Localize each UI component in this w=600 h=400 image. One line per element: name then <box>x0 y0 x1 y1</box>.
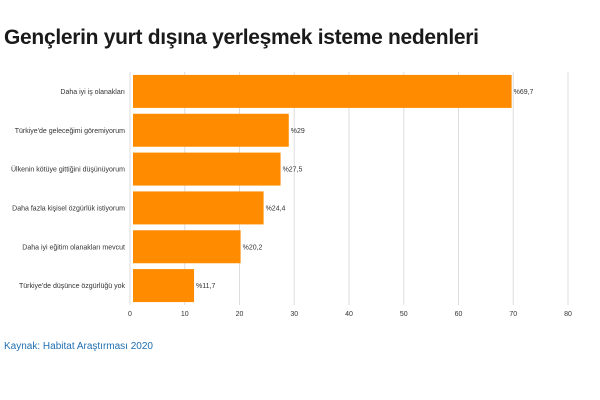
source-note: Kaynak: Habitat Araştırması 2020 <box>4 341 153 352</box>
x-tick-label: 50 <box>400 311 408 318</box>
x-tick-label: 60 <box>455 311 463 318</box>
x-tick-label: 0 <box>128 311 132 318</box>
data-label: %20,2 <box>243 244 263 251</box>
bars <box>133 74 512 303</box>
gridlines <box>129 72 569 305</box>
x-tick-label: 20 <box>236 311 244 318</box>
category-label: Türkiye'de düşünce özgürlüğü yok <box>19 283 126 290</box>
x-tick-label: 10 <box>181 311 189 318</box>
value-labels: %69,7 %29 %27,5 %24,4 %20,2 %11,7 <box>196 89 534 290</box>
bar <box>133 152 281 186</box>
x-tick-label: 40 <box>345 311 353 318</box>
category-label: Daha iyi eğitim olanakları mevcut <box>22 244 125 251</box>
data-label: %11,7 <box>196 283 215 290</box>
data-label: %29 <box>291 128 305 135</box>
x-tick-label: 80 <box>564 311 572 318</box>
bar <box>133 74 512 108</box>
category-labels: Daha iyi iş olanakları Türkiye'de geleceğ… <box>11 89 126 290</box>
x-tick-label: 30 <box>290 311 298 318</box>
data-label: %69,7 <box>514 89 534 96</box>
category-label: Türkiye'de geleceğimi göremiyorum <box>15 128 125 135</box>
data-label: %27,5 <box>283 167 303 174</box>
category-label: Daha fazla kişisel özgürlük istiyorum <box>12 205 125 212</box>
category-label: Ülkenin kötüye gittiğini düşünüyorum <box>11 166 125 174</box>
bar <box>133 191 264 225</box>
chart-title: Gençlerin yurt dışına yerleşmek isteme n… <box>4 26 479 49</box>
bar <box>133 230 241 264</box>
x-axis-ticks: 0 10 20 30 40 50 60 70 80 <box>128 311 572 318</box>
x-tick-label: 70 <box>509 311 517 318</box>
data-label: %24,4 <box>266 205 286 212</box>
bar <box>133 269 195 303</box>
category-label: Daha iyi iş olanakları <box>60 89 125 96</box>
bar <box>133 113 289 147</box>
